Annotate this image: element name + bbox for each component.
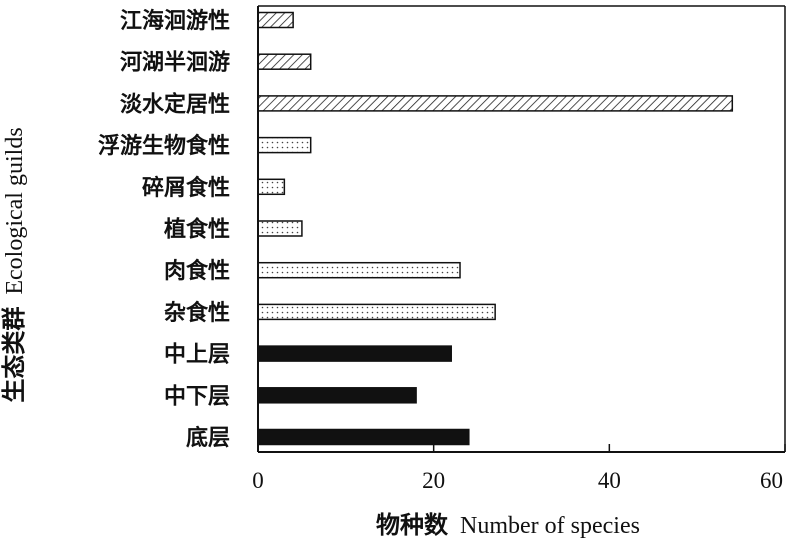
y-axis-title-en: Ecological guilds xyxy=(2,127,28,294)
category-label: 浮游生物食性 xyxy=(98,133,230,159)
category-label: 中下层 xyxy=(164,384,230,409)
bar xyxy=(257,95,734,112)
x-tick-label: 60 xyxy=(760,468,783,493)
x-ticks: 0 20 40 60 xyxy=(252,444,786,493)
category-labels: 江海洄游性河湖半洄游淡水定居性浮游生物食性碎屑食性植食性肉食性杂食性中上层中下层… xyxy=(98,8,230,451)
bars-group xyxy=(257,11,734,446)
category-label: 淡水定居性 xyxy=(120,91,230,117)
bar xyxy=(257,303,496,321)
category-label: 底层 xyxy=(186,425,230,451)
category-label: 肉食性 xyxy=(164,258,230,284)
bar xyxy=(257,53,312,70)
category-label: 碎屑食性 xyxy=(142,175,230,201)
x-tick-label: 0 xyxy=(252,468,264,493)
bar xyxy=(257,220,303,237)
y-axis-title: 生态类群 Ecological guilds xyxy=(0,127,28,402)
x-tick-label: 40 xyxy=(598,468,621,493)
x-axis-title-cn: 物种数 xyxy=(376,511,449,539)
category-label: 河湖半洄游 xyxy=(120,50,230,76)
y-axis-title-cn: 生态类群 xyxy=(0,307,28,403)
x-axis-title-en: Number of species xyxy=(460,513,640,539)
bar xyxy=(257,11,294,29)
axes xyxy=(257,5,786,453)
category-label: 中上层 xyxy=(164,343,230,368)
bar xyxy=(257,428,470,446)
bar xyxy=(257,261,461,279)
category-label: 杂食性 xyxy=(164,300,230,326)
bar xyxy=(257,345,452,362)
category-label: 植食性 xyxy=(164,217,230,243)
bar xyxy=(257,136,312,154)
bar xyxy=(257,387,417,404)
x-axis-title: 物种数 Number of species xyxy=(376,511,640,539)
bar xyxy=(257,178,286,196)
category-label: 江海洄游性 xyxy=(120,8,230,34)
x-tick-label: 20 xyxy=(422,468,445,493)
